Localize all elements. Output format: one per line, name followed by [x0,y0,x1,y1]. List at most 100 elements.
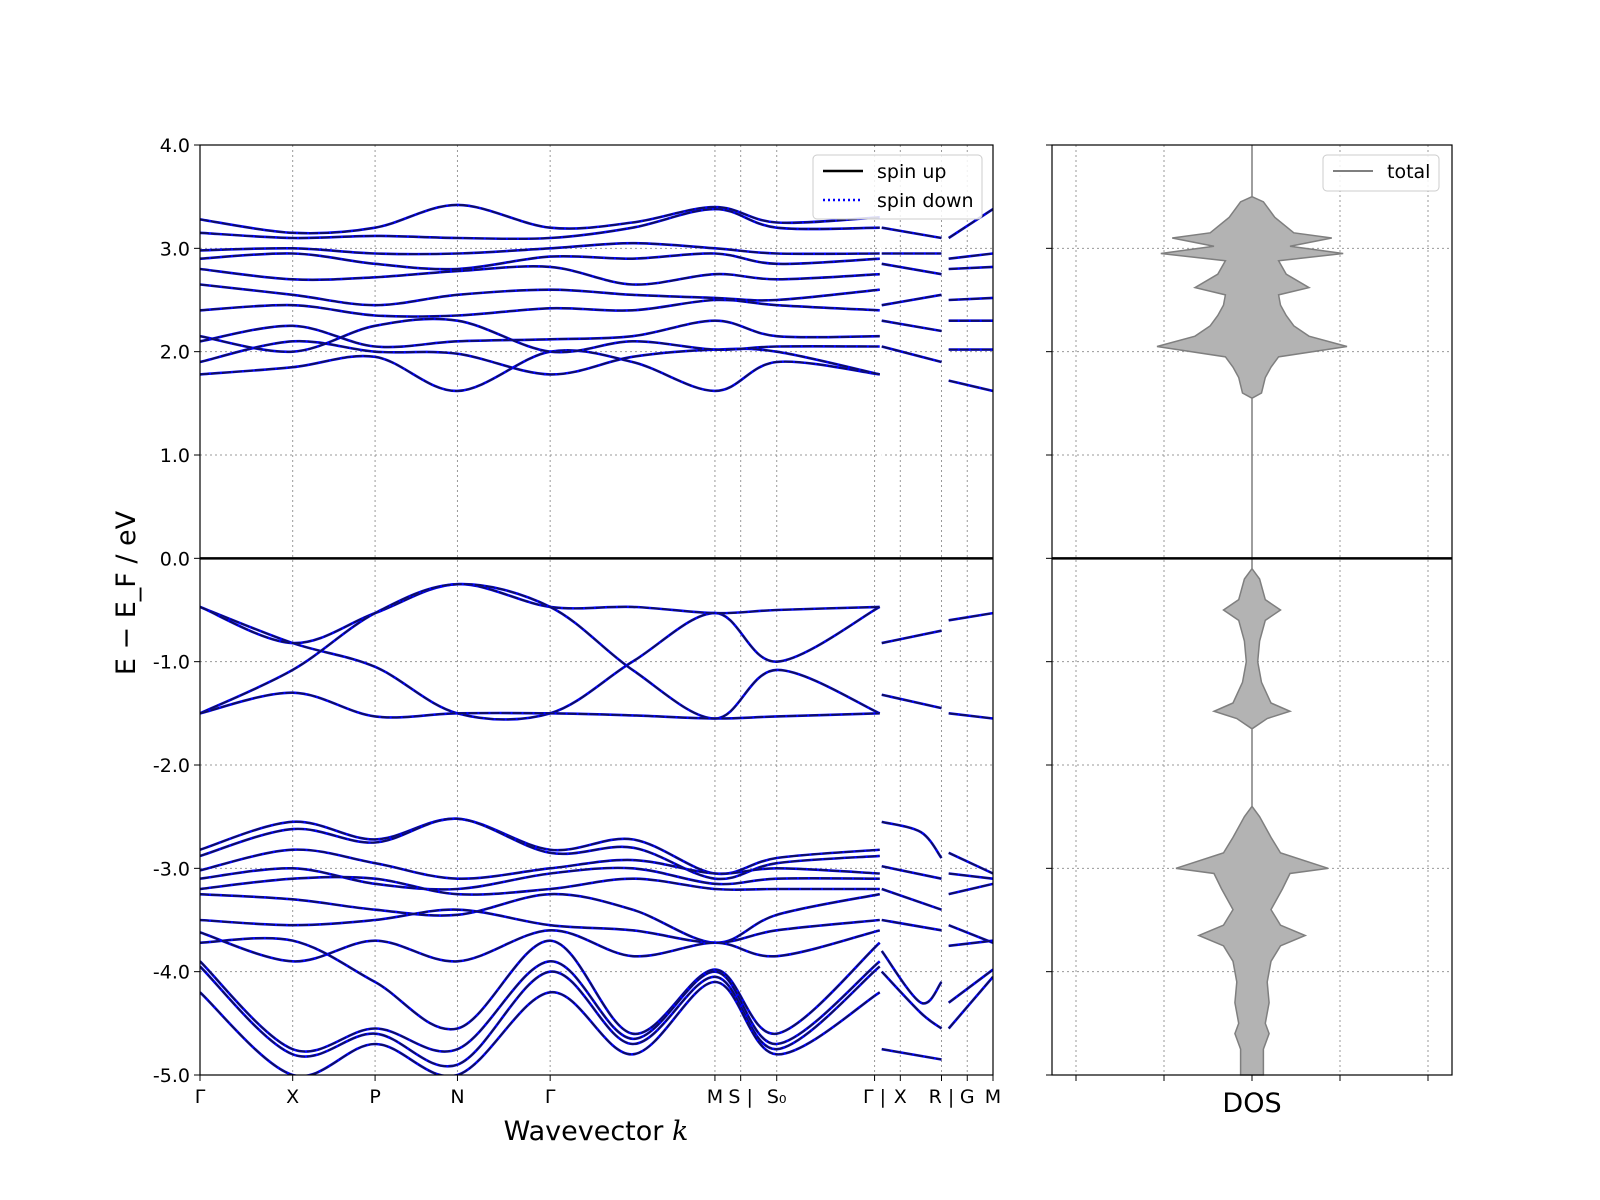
dos-legend: total [1322,154,1440,192]
band-valence_deep-10-spin-up [200,965,881,1068]
band-conduction-9-spin-up [200,208,880,240]
band-valence_deep-2-spin-up [200,848,880,880]
band-valence_low-2-spin-up [200,583,881,720]
band-valence_deep-22-spin-up [948,924,993,944]
band-valence_deep-21-spin-up [948,882,993,896]
band-ytick-label: -2.0 [153,755,190,777]
dos-total-area [1156,145,1348,1076]
band-ytick-label: 4.0 [160,135,190,157]
band-valence_deep-0-spin-up [200,817,880,875]
band-valence_low-7-spin-up [948,712,993,720]
band-xtick-label: Γ | [863,1086,886,1108]
band-conduction-18-spin-up [948,252,993,260]
band-ytick-label: 3.0 [160,238,190,260]
band-conduction-10-spin-up [200,204,880,235]
band-xtick-label: X [894,1086,907,1108]
band-valence_deep-15-spin-up [881,919,942,932]
band-valence_deep-24-spin-up [948,968,993,1004]
band-conduction-0-spin-down [200,348,880,393]
band-valence_deep-3-spin-up [200,866,880,891]
band-conduction-15-spin-up [881,345,942,363]
band-x-axis-label-text: Wavevector [504,1116,665,1147]
band-ytick-label: 2.0 [160,342,190,364]
band-ytick-label: 0.0 [160,548,190,570]
band-conduction-0-spin-up [200,349,880,392]
band-xtick-label: X [286,1086,299,1108]
band-y-axis-label: E − E_F / eV [111,510,142,675]
band-conduction-17-spin-up [948,208,993,239]
band-valence_deep-8-spin-up [200,937,881,1035]
band-valence_deep-8-spin-down [200,936,881,1035]
band-valence_deep-25-spin-up [948,976,993,1030]
band-valence_deep-12-spin-up [881,820,943,859]
band-valence_deep-14-spin-up [881,888,942,911]
dos-ticks [1046,144,1429,1081]
legend-label-spin-down: spin down [877,190,974,212]
band-ytick-label: -1.0 [153,652,190,674]
band-conduction-2-spin-up [200,319,880,348]
band-valence_deep-5-spin-down [200,892,880,945]
band-valence_deep-16-spin-up [881,950,943,1005]
band-xtick-label: M [707,1086,723,1108]
dos-x-axis-label: DOS [1222,1088,1281,1119]
band-valence_deep-14-spin-down [881,887,942,911]
legend-label-spin-up: spin up [877,161,946,183]
dos-legend-box [1322,154,1440,192]
band-x-axis-label-symbol: k [672,1116,688,1147]
band-legend: spin up spin down [812,154,983,220]
band-valence_deep-9-spin-up [200,960,881,1053]
band-valence_deep-5-spin-up [200,893,880,944]
band-ytick-label: 1.0 [160,445,190,467]
band-valence_low-6-spin-up [948,612,993,622]
band-conduction-1-spin-up [200,340,880,376]
band-plot-frame [199,144,994,1076]
band-xtick-label: S | [728,1086,753,1108]
band-conduction-4-spin-up [200,299,880,318]
band-xtick-label: Γ [195,1086,206,1108]
band-conduction-20-spin-up [948,297,993,301]
band-valence_low-0-spin-up [200,606,881,721]
band-ytick-label: -5.0 [153,1065,190,1087]
band-valence_deep-11-spin-up [200,981,881,1075]
band-conduction-4-spin-down [200,298,880,318]
band-lines [200,203,993,1075]
band-x-axis-label: Wavevector k [504,1116,689,1147]
band-valence_deep-4-spin-up [200,876,880,896]
band-ytick-label: -3.0 [153,858,190,880]
band-conduction-2-spin-down [200,319,880,349]
band-valence_deep-18-spin-up [881,1048,942,1061]
band-valence_deep-13-spin-up [881,865,942,880]
band-conduction-14-spin-up [881,319,942,332]
band-conduction-5-spin-up [200,283,880,307]
band-xtick-label: P [369,1086,380,1108]
band-valence_deep-17-spin-up [881,971,943,1030]
band-valence_deep-19-spin-up [948,852,993,875]
band-xtick-label: Γ [545,1086,556,1108]
band-conduction-7-spin-up [200,252,880,271]
band-conduction-3-spin-up [200,318,880,354]
band-conduction-8-spin-up [200,242,880,256]
band-xtick-label: M [985,1086,1001,1108]
band-conduction-13-spin-up [881,293,942,307]
band-xtick-label: S₀ [767,1086,787,1108]
band-valence_deep-6-spin-up [200,908,880,944]
band-conduction-6-spin-up [200,265,880,286]
band-valence_deep-0-spin-down [200,817,880,876]
band-conduction-16-spin-up [881,226,942,239]
band-xtick-label: G [960,1086,975,1108]
band-valence_deep-12-spin-down [881,820,943,859]
band-valence_deep-1-spin-up [200,817,880,880]
band-valence_low-1-spin-up [200,583,880,644]
legend-label-total: total [1387,161,1430,183]
band-valence_low-1-spin-down [200,582,880,645]
band-valence_deep-16-spin-down [880,950,943,1005]
band-y-ticks: -5.0 -4.0 -3.0 -2.0 -1.0 0.0 1.0 2.0 3.0 4.0 [153,135,200,1087]
band-conduction-19-spin-up [948,266,993,270]
band-xtick-label: R | [929,1086,955,1108]
band-valence_deep-23-spin-up [948,939,993,947]
band-valence_low-4-spin-up [881,629,942,644]
band-xtick-label: N [450,1086,464,1108]
band-valence_low-5-spin-up [881,693,942,710]
band-valence_deep-7-spin-up [200,929,880,963]
